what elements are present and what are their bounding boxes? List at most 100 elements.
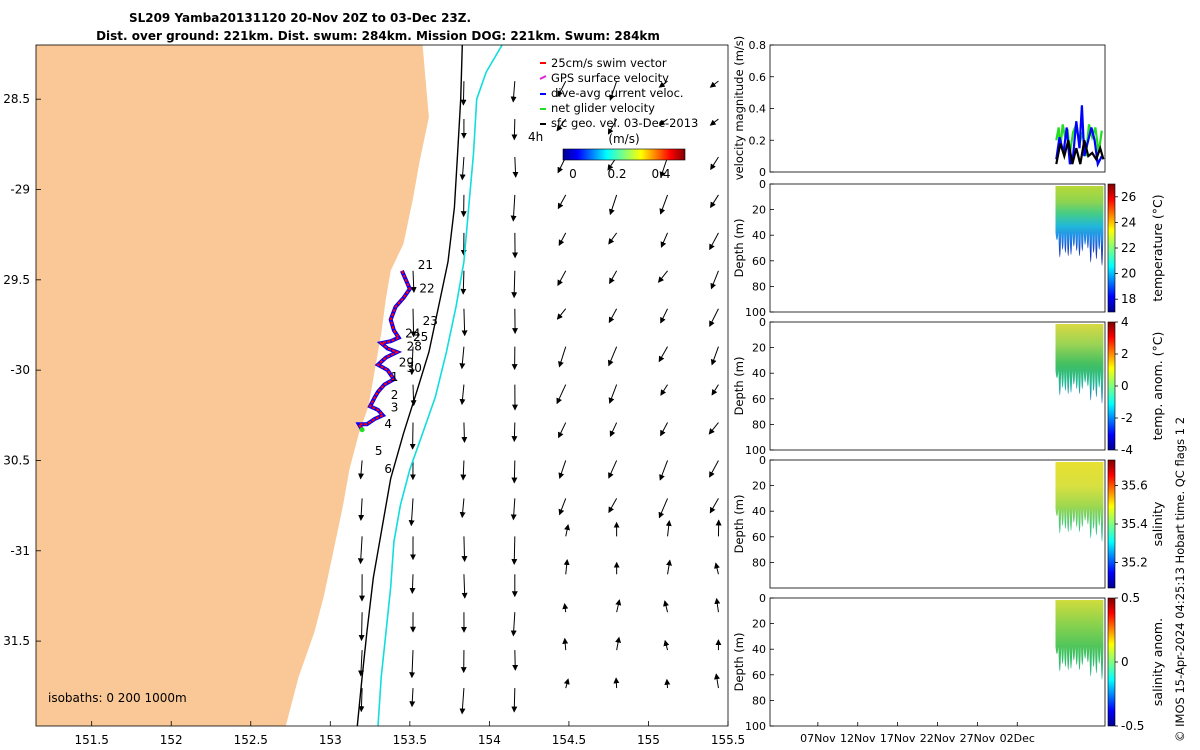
section-frame <box>769 459 1106 589</box>
map-xtick-label: 153 <box>319 733 342 747</box>
section-cbar-label: temp. anom. (°C) <box>1150 332 1165 441</box>
section-ytick-label: 40 <box>752 505 766 518</box>
current-arrow <box>608 232 618 245</box>
section-cbar-tick-label: 20 <box>1121 267 1136 281</box>
colorbar-tick-1: 0.2 <box>607 167 626 181</box>
current-arrow <box>708 422 719 435</box>
current-arrow <box>409 574 416 594</box>
velocity-ytick-label: 0.8 <box>749 39 767 52</box>
current-arrow <box>710 194 719 209</box>
current-arrow <box>613 677 620 689</box>
section-ytick-label: 60 <box>752 669 766 682</box>
current-arrow <box>460 81 467 106</box>
section-panel-temperature: 0 20 40 60 80 100 Depth (m) 18 20 22 24 26 temperatu… <box>732 178 1165 319</box>
current-arrow <box>663 639 670 651</box>
section-cbar-tick-label: 24 <box>1121 215 1136 229</box>
section-ytick-label: 40 <box>752 367 766 380</box>
velocity-series-line <box>1055 105 1103 168</box>
map-ytick-label: -29 <box>10 183 30 197</box>
current-arrow <box>557 194 567 210</box>
day-label: 28 <box>407 339 422 353</box>
map-xtick-label: 154.5 <box>552 733 586 747</box>
day-label: 25 <box>413 330 428 344</box>
section-data <box>1055 600 1104 680</box>
current-arrow <box>564 524 571 537</box>
day-label: 1 <box>391 370 399 384</box>
map-xtick-label: 152.5 <box>234 733 268 747</box>
map-ytick-label: -30 <box>10 363 30 377</box>
current-arrow <box>358 650 365 677</box>
section-ytick-label: 60 <box>752 255 766 268</box>
section-ylabel: Depth (m) <box>732 495 746 554</box>
section-colorbar <box>1107 597 1116 727</box>
current-arrow <box>459 498 466 519</box>
current-arrow <box>511 460 518 484</box>
current-arrow <box>659 460 669 481</box>
section-ytick-label: 80 <box>752 694 766 707</box>
day-label: 29 <box>399 356 414 370</box>
legend-net: net glider velocity <box>551 101 655 115</box>
day-label: 30 <box>407 361 422 375</box>
section-xtick-label: 22Nov <box>920 732 956 745</box>
section-colorbar <box>1107 459 1116 589</box>
section-cbar-label: temperature (°C) <box>1150 194 1165 301</box>
section-ytick-label: 80 <box>752 418 766 431</box>
current-arrow <box>409 650 416 679</box>
velocity-frame <box>769 44 1106 173</box>
current-arrow <box>357 536 364 565</box>
section-data <box>1055 186 1104 266</box>
velocity-ytick-label: 0 <box>759 166 766 179</box>
legend-dive: dive-avg current veloc. <box>551 86 684 100</box>
current-arrow <box>461 308 468 337</box>
velocity-ytick-label: 0.4 <box>749 103 767 116</box>
day-label: 6 <box>384 462 392 476</box>
current-arrow <box>410 270 417 293</box>
current-arrow <box>658 80 668 88</box>
section-ylabel: Depth (m) <box>732 219 746 278</box>
current-arrow <box>461 574 468 599</box>
current-arrow <box>556 384 567 405</box>
section-xtick-label: 27Nov <box>960 732 996 745</box>
current-arrow <box>556 118 567 132</box>
map-ytick-label: 28.5 <box>3 92 30 106</box>
current-arrow <box>510 612 517 637</box>
day-label: 23 <box>423 314 438 328</box>
section-ytick-label: 0 <box>759 592 766 605</box>
current-arrow <box>563 559 570 575</box>
section-ytick-label: 100 <box>745 720 766 733</box>
section-colorbar <box>1107 321 1116 451</box>
title-line1: SL209 Yamba20131120 20-Nov 20Z to 03-Dec… <box>129 11 471 25</box>
current-arrow <box>615 599 622 613</box>
map-frame <box>35 44 729 727</box>
current-arrow <box>664 678 671 689</box>
day-label: 3 <box>391 401 399 415</box>
section-background <box>770 460 1105 588</box>
current-arrow <box>710 346 719 366</box>
current-arrow <box>666 559 672 575</box>
map-ytick-label: -31 <box>10 544 30 558</box>
current-arrow <box>511 119 518 141</box>
section-panel-salinity-anom-: 0 20 40 60 80 100 Depth (m) -0.5 0 0.5 salinity an… <box>732 591 1165 745</box>
current-arrow <box>409 688 416 708</box>
current-arrow <box>563 678 570 689</box>
current-arrow <box>609 80 618 101</box>
section-ytick-label: 80 <box>752 556 766 569</box>
current-arrow <box>609 422 618 438</box>
section-panel-temp-anom-: 0 20 40 60 80 100 Depth (m) -4 -2 0 2 4 temp. anom. … <box>732 315 1165 457</box>
current-arrow <box>460 460 467 481</box>
current-arrow <box>609 194 618 216</box>
section-ytick-label: 80 <box>752 280 766 293</box>
glider-track-swim <box>357 270 411 431</box>
map-ytick-label: 31.5 <box>3 634 30 648</box>
section-cbar-tick-label: 4 <box>1121 315 1129 329</box>
velocity-ytick-label: 0.2 <box>749 134 767 147</box>
current-arrow <box>558 460 567 479</box>
section-data <box>1055 462 1104 542</box>
current-arrow <box>660 422 668 437</box>
current-arrow <box>657 270 668 283</box>
current-arrow <box>659 194 669 215</box>
current-arrow <box>709 118 719 126</box>
legend-geo: sfc geo. vel. 03-Dec-2013 <box>551 116 698 130</box>
section-ylabel: Depth (m) <box>732 357 746 416</box>
